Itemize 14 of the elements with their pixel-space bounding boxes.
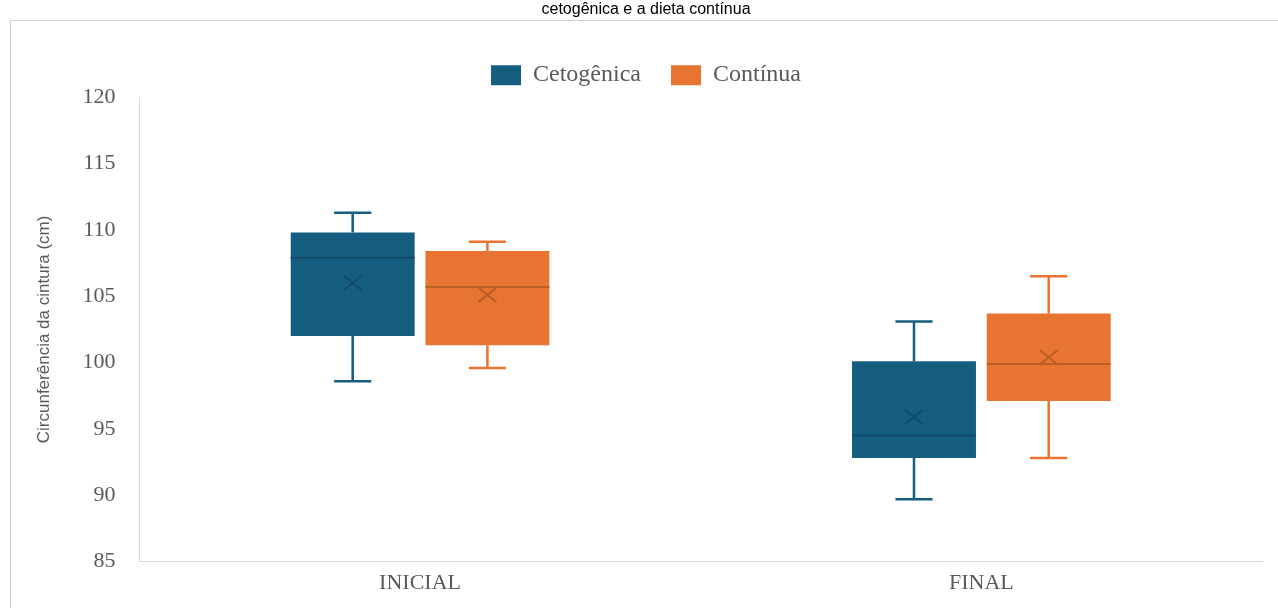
x-tick-label: FINAL (948, 568, 1014, 594)
y-axis-title: Circunferência da cintura (cm) (33, 215, 53, 444)
y-tick-label: 120 (82, 82, 116, 108)
y-tick-label: 115 (83, 149, 116, 175)
x-tick-label: INICIAL (379, 568, 461, 594)
y-tick-label: 100 (82, 348, 116, 374)
y-tick-label: 105 (82, 282, 116, 308)
y-tick-label: 85 (93, 547, 116, 573)
legend-label: Contínua (712, 60, 802, 87)
y-tick-label: 110 (83, 215, 116, 241)
y-tick-label: 90 (93, 481, 116, 507)
legend-label: Cetogênica (533, 60, 642, 87)
y-tick-label: 95 (93, 414, 116, 440)
chart-title: cetogênica e a dieta contínua (541, 0, 751, 18)
